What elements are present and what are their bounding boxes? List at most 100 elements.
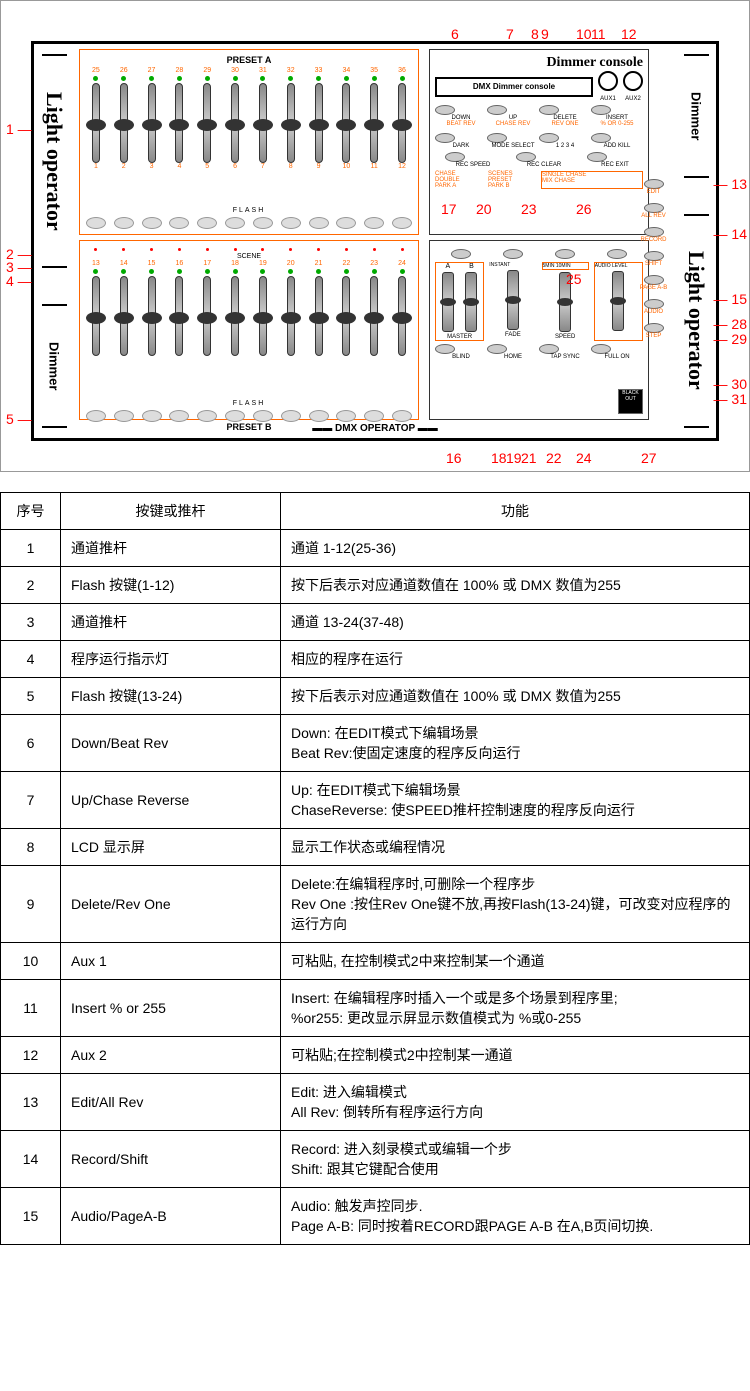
control-button[interactable] (539, 133, 559, 143)
cell-seq: 1 (1, 530, 61, 567)
side-button[interactable] (644, 299, 664, 309)
blackout-button[interactable]: BLACK OUT (618, 389, 643, 414)
step-btn[interactable] (607, 249, 627, 259)
callout-number: 6 (451, 26, 459, 42)
flash-button[interactable] (142, 410, 162, 422)
channel-fader[interactable]: 22 (334, 260, 359, 400)
faders-preset-a: 251262273284295306317328339341035113612 (82, 67, 416, 207)
control-button[interactable] (435, 344, 455, 354)
callout-number: 4 — (6, 273, 32, 289)
channel-fader[interactable]: 18 (223, 260, 248, 400)
control-button[interactable] (516, 152, 536, 162)
channel-fader[interactable]: 14 (111, 260, 136, 400)
cell-seq: 8 (1, 829, 61, 866)
flash-button[interactable] (197, 217, 217, 229)
master-a-fader[interactable] (442, 272, 454, 332)
aux1-knob[interactable] (598, 71, 618, 91)
channel-fader[interactable]: 339 (306, 67, 331, 207)
flash-button[interactable] (142, 217, 162, 229)
channel-fader[interactable]: 306 (223, 67, 248, 207)
flash-button[interactable] (169, 217, 189, 229)
flash-button[interactable] (336, 410, 356, 422)
master-b-fader[interactable] (465, 272, 477, 332)
flash-button[interactable] (281, 410, 301, 422)
side-button[interactable] (644, 323, 664, 333)
channel-fader[interactable]: 3511 (362, 67, 387, 207)
dmx-console: Light operator Dimmer PRESET A 251262273… (31, 41, 719, 441)
side-button[interactable] (644, 203, 664, 213)
control-button[interactable] (445, 152, 465, 162)
channel-fader[interactable]: 284 (167, 67, 192, 207)
flash-button[interactable] (336, 217, 356, 229)
faders-preset-b: 131415161718192021222324 (82, 260, 416, 400)
flash-button[interactable] (225, 410, 245, 422)
button-row-2: DARKMODE SELECT1 2 3 4ADD KILL (435, 133, 643, 149)
cell-seq: 15 (1, 1188, 61, 1245)
side-button[interactable] (644, 251, 664, 261)
control-button[interactable] (591, 105, 611, 115)
flash-button[interactable] (114, 217, 134, 229)
control-button[interactable] (435, 133, 455, 143)
preset-b-block: SCENE 131415161718192021222324 FLASH PRE… (79, 240, 419, 420)
channel-fader[interactable]: 3612 (390, 67, 415, 207)
flash-button[interactable] (114, 410, 134, 422)
table-row: 3通道推杆通道 13-24(37-48) (1, 604, 750, 641)
channel-fader[interactable]: 17 (195, 260, 220, 400)
control-button[interactable] (487, 105, 507, 115)
callout-number: 21 (521, 450, 537, 466)
flash-button[interactable] (364, 410, 384, 422)
channel-fader[interactable]: 273 (139, 67, 164, 207)
channel-fader[interactable]: 23 (362, 260, 387, 400)
park-a-btn[interactable] (451, 249, 471, 259)
control-button[interactable] (487, 133, 507, 143)
flash-button[interactable] (253, 410, 273, 422)
channel-fader[interactable]: 3410 (334, 67, 359, 207)
flash-button[interactable] (253, 217, 273, 229)
table-row: 10Aux 1可粘贴, 在控制模式2中来控制某一个通道 (1, 943, 750, 980)
channel-fader[interactable]: 317 (250, 67, 275, 207)
main-area: PRESET A 2512622732842953063173283393410… (74, 44, 676, 438)
cell-seq: 5 (1, 678, 61, 715)
channel-fader[interactable]: 262 (111, 67, 136, 207)
fade-fader[interactable] (507, 270, 519, 330)
table-row: 12Aux 2可粘贴;在控制模式2中控制某一通道 (1, 1037, 750, 1074)
flash-button[interactable] (86, 217, 106, 229)
channel-fader[interactable]: 21 (306, 260, 331, 400)
callout-number: 5 — (6, 411, 32, 427)
cell-key: Delete/Rev One (61, 866, 281, 943)
flash-button[interactable] (86, 410, 106, 422)
flash-button[interactable] (309, 217, 329, 229)
park-b-btn[interactable] (503, 249, 523, 259)
control-button[interactable] (591, 133, 611, 143)
channel-fader[interactable]: 16 (167, 260, 192, 400)
channel-fader[interactable]: 251 (83, 67, 108, 207)
control-button[interactable] (587, 152, 607, 162)
flash-button[interactable] (364, 217, 384, 229)
flash-button[interactable] (169, 410, 189, 422)
control-button[interactable] (539, 105, 559, 115)
flash-button[interactable] (392, 410, 412, 422)
channel-fader[interactable]: 13 (83, 260, 108, 400)
audio-fader[interactable] (612, 271, 624, 331)
control-button[interactable] (435, 105, 455, 115)
channel-fader[interactable]: 19 (250, 260, 275, 400)
control-button[interactable] (487, 344, 507, 354)
aux2-knob[interactable] (623, 71, 643, 91)
side-button[interactable] (644, 227, 664, 237)
control-button[interactable] (539, 344, 559, 354)
hold-btn[interactable] (555, 249, 575, 259)
cell-seq: 13 (1, 1074, 61, 1131)
control-button[interactable] (591, 344, 611, 354)
flash-button[interactable] (197, 410, 217, 422)
side-button[interactable] (644, 275, 664, 285)
channel-fader[interactable]: 15 (139, 260, 164, 400)
channel-fader[interactable]: 328 (278, 67, 303, 207)
channel-fader[interactable]: 24 (390, 260, 415, 400)
channel-fader[interactable]: 20 (278, 260, 303, 400)
flash-button[interactable] (225, 217, 245, 229)
flash-button[interactable] (281, 217, 301, 229)
flash-button[interactable] (309, 410, 329, 422)
flash-button[interactable] (392, 217, 412, 229)
channel-fader[interactable]: 295 (195, 67, 220, 207)
side-button[interactable] (644, 179, 664, 189)
